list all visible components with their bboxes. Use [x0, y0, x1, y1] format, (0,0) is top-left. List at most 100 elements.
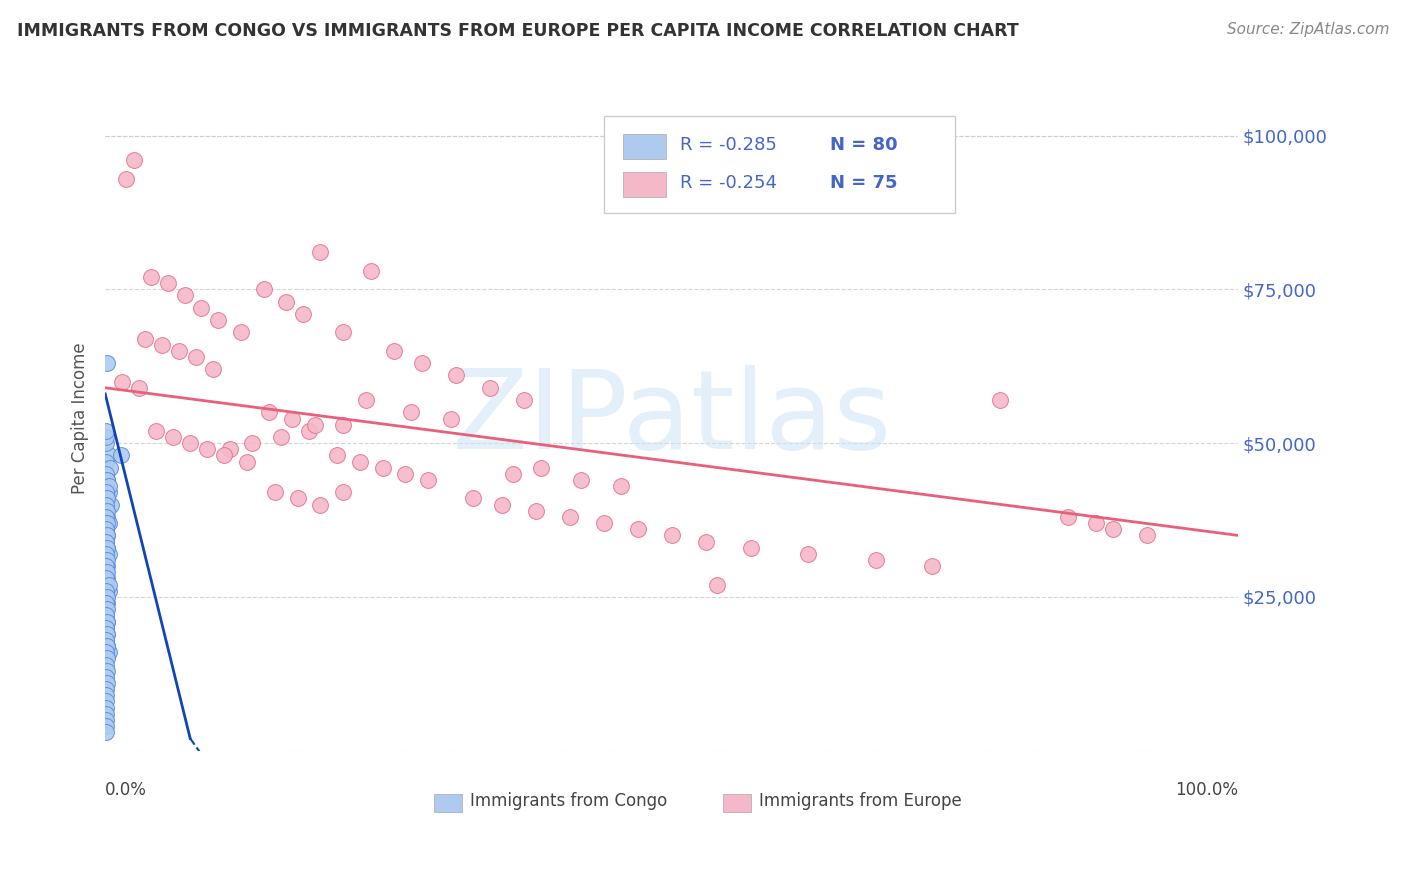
Point [96, 541, 118, 555]
Point [287, 491, 309, 506]
Text: ZIPatlas: ZIPatlas [451, 365, 891, 472]
Point [96, 541, 118, 555]
FancyBboxPatch shape [603, 116, 955, 212]
Point [1136, 528, 1159, 542]
Point [276, 294, 298, 309]
Point [96, 522, 118, 536]
FancyBboxPatch shape [623, 172, 666, 197]
Point [96, 676, 118, 690]
Point [97, 479, 120, 493]
Point [97, 645, 120, 659]
Point [513, 393, 536, 408]
Point [360, 264, 382, 278]
Point [259, 405, 281, 419]
Point [97, 577, 120, 591]
Point [100, 498, 122, 512]
Point [96, 657, 118, 672]
Point [96, 454, 118, 468]
Point [96, 700, 118, 714]
Point [195, 442, 218, 457]
Point [96, 553, 118, 567]
Point [96, 528, 118, 542]
FancyBboxPatch shape [723, 794, 751, 813]
Point [96, 516, 118, 530]
Text: Immigrants from Congo: Immigrants from Congo [470, 791, 668, 810]
Point [96, 590, 118, 604]
Text: 0.0%: 0.0% [105, 780, 148, 798]
Point [134, 332, 156, 346]
Point [695, 534, 717, 549]
Point [96, 706, 118, 721]
Point [96, 596, 118, 610]
Point [96, 615, 118, 629]
Point [96, 596, 118, 610]
Point [524, 504, 547, 518]
Point [110, 449, 132, 463]
Point [446, 368, 468, 383]
Point [479, 381, 502, 395]
Point [96, 559, 118, 574]
Point [173, 288, 195, 302]
Text: Immigrants from Europe: Immigrants from Europe [759, 791, 962, 810]
Point [96, 689, 118, 703]
Point [1102, 522, 1125, 536]
Point [96, 602, 118, 616]
Point [96, 682, 118, 697]
Point [332, 485, 354, 500]
Point [1057, 510, 1080, 524]
Point [96, 602, 118, 616]
Point [491, 498, 513, 512]
Point [128, 381, 150, 395]
Point [96, 651, 118, 665]
Point [463, 491, 485, 506]
FancyBboxPatch shape [623, 134, 666, 160]
Point [96, 664, 118, 678]
Point [236, 454, 259, 468]
Point [167, 343, 190, 358]
Point [207, 313, 229, 327]
Point [96, 547, 118, 561]
Point [326, 449, 349, 463]
Point [96, 436, 118, 450]
Point [184, 350, 207, 364]
Point [411, 356, 433, 370]
Point [96, 510, 118, 524]
Point [96, 485, 118, 500]
Point [96, 491, 118, 506]
Point [292, 307, 315, 321]
Point [96, 639, 118, 653]
Point [122, 153, 145, 168]
Point [661, 528, 683, 542]
Point [1085, 516, 1108, 530]
Text: IMMIGRANTS FROM CONGO VS IMMIGRANTS FROM EUROPE PER CAPITA INCOME CORRELATION CH: IMMIGRANTS FROM CONGO VS IMMIGRANTS FROM… [17, 22, 1018, 40]
Text: R = -0.285: R = -0.285 [679, 136, 776, 153]
Point [96, 694, 118, 708]
Point [309, 245, 332, 260]
Point [96, 645, 118, 659]
Point [281, 411, 304, 425]
Point [242, 436, 264, 450]
Point [150, 337, 173, 351]
Point [96, 615, 118, 629]
Point [114, 171, 136, 186]
Point [96, 504, 118, 518]
Point [440, 411, 463, 425]
Point [96, 534, 118, 549]
Point [96, 621, 118, 635]
Point [253, 282, 276, 296]
Point [96, 583, 118, 598]
Point [97, 583, 120, 598]
Point [740, 541, 762, 555]
Point [96, 627, 118, 641]
Point [145, 424, 167, 438]
Point [96, 424, 118, 438]
Point [921, 559, 943, 574]
Point [97, 516, 120, 530]
Y-axis label: Per Capita Income: Per Capita Income [72, 343, 89, 494]
Point [298, 424, 321, 438]
Point [111, 375, 134, 389]
Point [156, 276, 179, 290]
Point [96, 479, 118, 493]
Point [96, 608, 118, 623]
Text: R = -0.254: R = -0.254 [679, 174, 776, 192]
